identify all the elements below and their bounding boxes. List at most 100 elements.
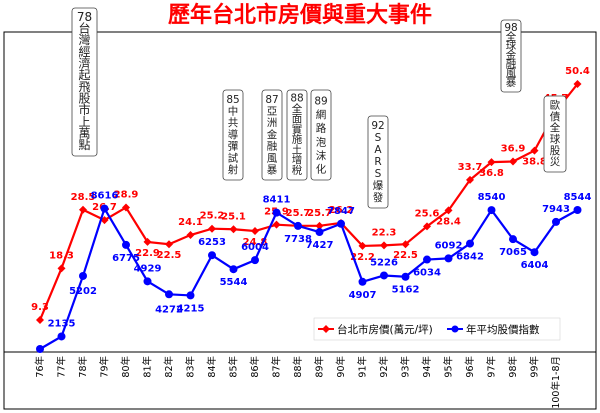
data-point <box>186 291 195 300</box>
data-point <box>208 224 216 233</box>
data-label: 25.6 <box>415 208 440 219</box>
data-point <box>315 228 324 237</box>
x-tick-label: 85年 <box>228 356 240 378</box>
data-label: 25.1 <box>221 211 246 222</box>
data-point <box>401 240 410 249</box>
data-point <box>294 221 302 230</box>
x-tick-label: 76年 <box>34 356 46 378</box>
data-label: 7065 <box>499 247 527 258</box>
data-label: 36.9 <box>501 144 526 155</box>
data-label: 6404 <box>521 260 549 271</box>
data-label: 22.5 <box>157 250 182 261</box>
annotation-box <box>367 115 389 209</box>
data-point <box>530 248 539 257</box>
annotation-box <box>261 89 283 181</box>
annotation-text: 89 網路泡沫化 <box>314 95 327 175</box>
data-point <box>165 290 173 299</box>
x-tick-label: 97年 <box>486 356 498 378</box>
data-label: 6775 <box>112 253 140 264</box>
x-tick-label: 93年 <box>400 356 412 378</box>
x-tick-label: 98年 <box>507 356 519 378</box>
x-tick-label: 78年 <box>77 356 89 378</box>
x-tick-label: 82年 <box>163 356 175 378</box>
legend-label-stock-index: 年平均股價指數 <box>466 323 540 336</box>
data-point <box>229 265 238 274</box>
annotation-text: 87 亞洲金融風暴 <box>265 94 278 176</box>
annotation-text: 78 台灣經濟起飛股市上萬點 <box>77 10 92 152</box>
data-point <box>272 208 281 217</box>
data-label: 22.2 <box>350 252 375 263</box>
data-point <box>186 231 195 240</box>
data-point <box>251 226 259 235</box>
data-label: 8540 <box>478 192 506 203</box>
data-point <box>36 345 44 353</box>
legend-marker-house-price <box>322 325 330 333</box>
data-label: 25.7 <box>286 208 311 219</box>
data-label: 4929 <box>134 263 162 274</box>
data-point <box>380 271 388 280</box>
x-tick-label: 83年 <box>185 356 197 378</box>
data-point <box>57 332 66 341</box>
chart-frame <box>3 31 597 410</box>
x-tick-label: 81年 <box>142 356 154 378</box>
data-label: 7738 <box>284 234 312 245</box>
data-point <box>315 221 324 230</box>
annotation-box <box>286 89 308 181</box>
annotation-box <box>71 7 98 157</box>
data-label: 6092 <box>435 240 463 251</box>
data-label: 6842 <box>456 252 484 263</box>
chart-title: 歷年台北市房價與重大事件 <box>168 2 432 28</box>
data-point <box>165 240 173 249</box>
data-point <box>208 251 216 260</box>
x-tick-label: 86年 <box>249 356 261 378</box>
data-label: 5544 <box>220 277 248 288</box>
data-point <box>229 225 238 234</box>
data-point <box>487 158 496 167</box>
data-point <box>57 264 66 273</box>
data-label: 26.2 <box>329 205 354 216</box>
data-point <box>79 271 87 280</box>
series-line <box>39 205 579 350</box>
legend-label-house-price: 台北市房價(萬元/坪) <box>337 323 433 336</box>
data-label: 4907 <box>349 290 377 301</box>
x-tick-label: 87年 <box>271 356 283 378</box>
data-label: 50.4 <box>565 66 590 77</box>
annotation-text: 98 全球金融風暴 <box>504 22 517 89</box>
data-label: 25.2 <box>200 211 225 222</box>
data-point <box>509 157 517 166</box>
data-label: 8411 <box>263 195 291 206</box>
data-point <box>36 316 44 324</box>
annotation-box <box>543 95 567 173</box>
data-label: 5226 <box>370 257 398 268</box>
x-tick-label: 92年 <box>378 356 390 378</box>
data-point <box>573 80 582 88</box>
data-point <box>444 206 453 215</box>
data-label: 4215 <box>177 303 205 314</box>
x-tick-label: 88年 <box>292 356 304 378</box>
data-point <box>444 254 453 263</box>
data-label: 33.7 <box>458 162 483 173</box>
data-point <box>143 237 152 246</box>
data-label: 28.5 <box>71 192 96 203</box>
data-label: 28.9 <box>114 189 139 200</box>
data-point <box>401 272 410 281</box>
data-label: 36.8 <box>479 168 504 179</box>
data-label: 6034 <box>413 268 441 279</box>
legend-marker-stock-index <box>451 325 459 333</box>
data-point <box>573 206 582 214</box>
annotation-box <box>310 89 332 181</box>
data-point <box>358 241 367 250</box>
data-point <box>143 277 152 286</box>
data-label: 38.8 <box>522 157 547 168</box>
data-label: 6004 <box>241 242 269 253</box>
x-tick-label: 100年1-8月 <box>550 356 562 409</box>
data-point <box>380 241 388 250</box>
data-label: 22.3 <box>372 227 397 238</box>
data-label: 8616 <box>91 191 119 202</box>
data-point <box>423 255 431 264</box>
x-tick-label: 84年 <box>206 356 218 378</box>
data-label: 7847 <box>327 206 355 217</box>
annotation-box <box>222 89 244 181</box>
